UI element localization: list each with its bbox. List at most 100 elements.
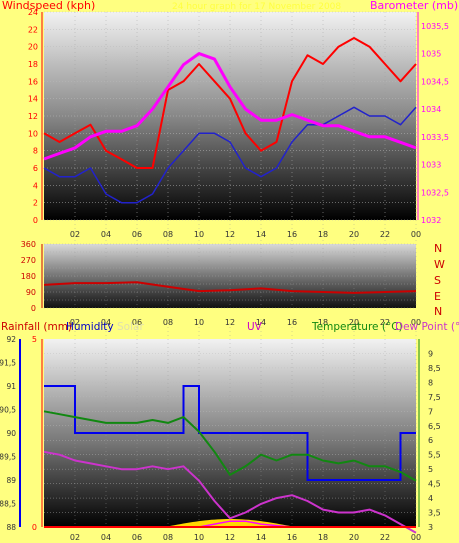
tick-labels: 02468101214161820222410321032,510331033,… xyxy=(0,8,449,542)
barometer-tick-label: 1032,5 xyxy=(421,188,449,197)
direction-tick-label: 0 xyxy=(31,304,36,313)
humidity-series xyxy=(44,385,416,481)
panel3-x-tick-label: 20 xyxy=(349,533,359,542)
temp-tick-label: 5,5 xyxy=(428,451,441,460)
panel2-x-tick-label: 04 xyxy=(101,318,111,327)
temp-tick-label: 6 xyxy=(428,436,433,445)
panel3-x-tick-label: 14 xyxy=(256,533,266,542)
panel1-x-tick-label: 18 xyxy=(318,230,328,239)
humidity-tick-label: 88,5 xyxy=(0,500,16,509)
panel1-x-tick-label: 04 xyxy=(101,230,111,239)
panel1-x-tick-label: 00 xyxy=(411,230,421,239)
chart-marks xyxy=(43,37,417,534)
panel3-x-tick-label: 16 xyxy=(287,533,297,542)
barometer-series xyxy=(43,52,417,161)
chart-title: 24 hour graph for 17 November 2008 xyxy=(172,2,341,12)
panel3-x-tick-label: 06 xyxy=(132,533,142,542)
direction-series xyxy=(43,281,417,294)
wind-tick-label: 14 xyxy=(28,95,38,104)
panel3-x-tick-label: 08 xyxy=(163,533,173,542)
wind-tick-label: 22 xyxy=(28,25,38,34)
temp-tick-label: 7 xyxy=(428,407,433,416)
humidity-tick-label: 89 xyxy=(6,476,16,485)
humidity-tick-label: 90,5 xyxy=(0,406,16,415)
humidity-tick-label: 92 xyxy=(6,335,16,344)
panel1-x-tick-label: 08 xyxy=(163,230,173,239)
panel2-x-tick-label: 06 xyxy=(132,318,142,327)
panel1-x-tick-label: 22 xyxy=(380,230,390,239)
temp-tick-label: 4,5 xyxy=(428,480,441,489)
panel1-x-tick-label: 02 xyxy=(70,230,80,239)
rainfall-label: Rainfall (mm) xyxy=(1,321,72,333)
wind-tick-label: 12 xyxy=(28,112,38,121)
direction-tick-label: 270 xyxy=(21,256,36,265)
humidity-tick-label: 88 xyxy=(6,523,16,532)
wind-tick-label: 6 xyxy=(33,164,38,173)
wind-tick-label: 16 xyxy=(28,77,38,86)
humidity-label: Humidity xyxy=(66,321,114,333)
panel2-x-tick-label: 02 xyxy=(70,318,80,327)
wind-tick-label: 18 xyxy=(28,60,38,69)
panel2-x-tick-label: 16 xyxy=(287,318,297,327)
barometer-tick-label: 1033,5 xyxy=(421,133,449,142)
humidity-tick-label: 90 xyxy=(6,429,16,438)
panel2-x-tick-label: 12 xyxy=(225,318,235,327)
dewpoint-label: Dew Point (°C xyxy=(395,321,459,333)
panel2-x-tick-label: 18 xyxy=(318,318,328,327)
wind-tick-label: 20 xyxy=(28,43,38,52)
temperature-series xyxy=(43,410,417,482)
panel1-x-tick-label: 10 xyxy=(194,230,204,239)
humidity-tick-label: 91,5 xyxy=(0,359,16,368)
temperature-label: Temperature (°C) xyxy=(311,321,403,333)
wind-tick-label: 8 xyxy=(33,147,38,156)
barometer-tick-label: 1032 xyxy=(421,216,441,225)
panel3-x-tick-label: 04 xyxy=(101,533,111,542)
humidity-tick-label: 89,5 xyxy=(0,453,16,462)
panel2-x-tick-label: 22 xyxy=(380,318,390,327)
panel1-x-tick-label: 12 xyxy=(225,230,235,239)
compass-n-top: N xyxy=(434,242,442,255)
wind-tick-label: 24 xyxy=(28,8,38,17)
uv-label: UV xyxy=(247,321,263,333)
panel1-x-tick-label: 16 xyxy=(287,230,297,239)
wind-tick-label: 10 xyxy=(28,129,38,138)
panel2-x-tick-label: 20 xyxy=(349,318,359,327)
barometer-tick-label: 1034,5 xyxy=(421,77,449,86)
panel3-x-tick-label: 18 xyxy=(318,533,328,542)
wind-tick-label: 2 xyxy=(33,199,38,208)
temp-tick-label: 8 xyxy=(428,378,433,387)
wind-average-series xyxy=(43,106,417,204)
compass-n-bottom: N xyxy=(434,305,442,318)
panel2-x-tick-label: 00 xyxy=(411,318,421,327)
barometer-tick-label: 1035 xyxy=(421,50,441,59)
compass-s: S xyxy=(434,274,441,287)
panel2-x-tick-label: 08 xyxy=(163,318,173,327)
panel2-x-tick-label: 14 xyxy=(256,318,266,327)
barometer-axis-title: Barometer (mb) xyxy=(370,0,458,12)
panel3-x-tick-label: 12 xyxy=(225,533,235,542)
panel1-x-tick-label: 14 xyxy=(256,230,266,239)
barometer-tick-label: 1034 xyxy=(421,105,441,114)
barometer-tick-label: 1033 xyxy=(421,161,441,170)
wind-gust-series xyxy=(43,37,417,169)
barometer-tick-label: 1035,5 xyxy=(421,22,449,31)
temp-tick-label: 3 xyxy=(428,523,433,532)
temp-tick-label: 8,5 xyxy=(428,364,441,373)
wind-tick-label: 4 xyxy=(33,181,38,190)
direction-tick-label: 180 xyxy=(21,272,36,281)
panel3-x-tick-label: 00 xyxy=(411,533,421,542)
direction-tick-label: 360 xyxy=(21,240,36,249)
compass-w: W xyxy=(434,258,445,271)
rain-tick-label: 5 xyxy=(32,335,37,344)
panel1-x-tick-label: 06 xyxy=(132,230,142,239)
rain-tick-label: 0 xyxy=(32,523,37,532)
temp-tick-label: 9 xyxy=(428,349,433,358)
temp-tick-label: 4 xyxy=(428,494,433,503)
temp-tick-label: 7,5 xyxy=(428,393,441,402)
compass-e: E xyxy=(434,290,441,303)
wind-tick-label: 0 xyxy=(33,216,38,225)
temp-tick-label: 5 xyxy=(428,465,433,474)
panel3-x-tick-label: 10 xyxy=(194,533,204,542)
temp-tick-label: 3,5 xyxy=(428,509,441,518)
